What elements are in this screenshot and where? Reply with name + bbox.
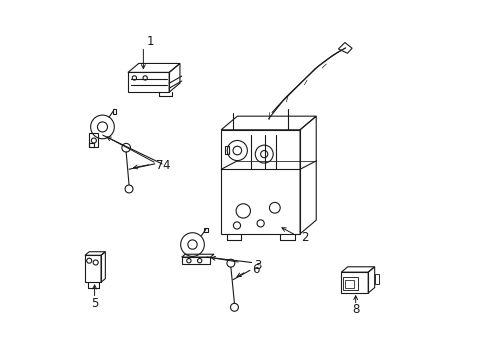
Text: 6: 6 [251, 263, 259, 276]
Bar [224, 146, 228, 154]
Bar [204, 228, 207, 232]
Text: 7: 7 [156, 159, 163, 172]
Bar [112, 109, 116, 114]
Bar [344, 280, 354, 288]
Text: 3: 3 [254, 259, 262, 272]
Text: 1: 1 [147, 35, 154, 49]
Bar [374, 274, 378, 284]
Text: 4: 4 [162, 159, 169, 172]
Text: 5: 5 [91, 297, 98, 310]
Bar [343, 276, 358, 290]
Bar [89, 143, 93, 147]
Text: 8: 8 [351, 303, 359, 316]
Text: 2: 2 [301, 231, 308, 244]
